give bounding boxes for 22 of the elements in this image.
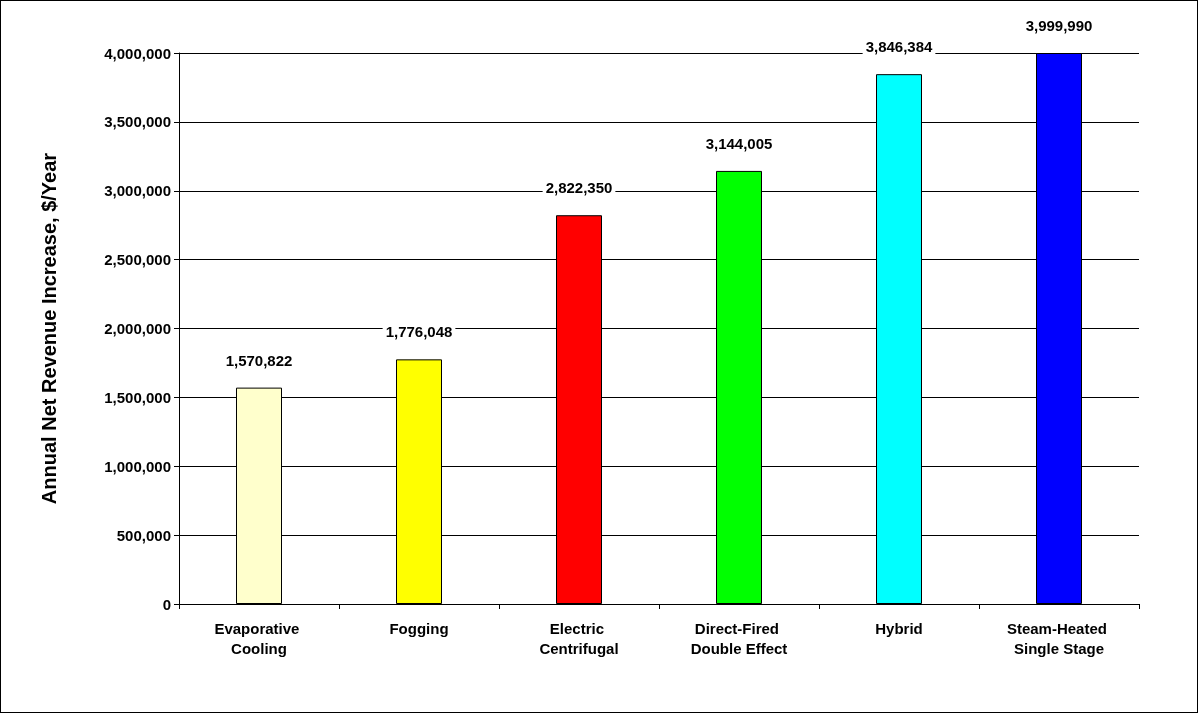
x-tick-label: Electric Centrifugal [539,619,619,657]
data-label: 2,822,350 [545,179,613,197]
data-label: 1,570,822 [225,351,293,369]
x-tick-label: Fogging [389,619,449,637]
y-tick-label: 2,500,000 [104,251,171,269]
x-tick-label: Steam-Heated Single Stage [1006,619,1112,657]
data-label: 1,776,048 [385,323,453,341]
y-tick-label: 4,000,000 [104,44,171,62]
data-label: 3,999,990 [1025,17,1093,34]
y-tick-label: 3,500,000 [104,113,171,131]
y-tick-label: 3,000,000 [104,182,171,200]
data-label: 3,144,005 [705,134,773,152]
y-tick-label: 1,000,000 [104,457,171,475]
x-tick-label: Hybrid [875,619,923,637]
y-axis-title: Annual Net Revenue Increase, $/Year [38,152,60,505]
data-label: 3,846,384 [865,38,934,56]
x-tick-label: Direct-Fired Double Effect [690,619,788,657]
x-tick-label: Evaporative Cooling [214,619,304,657]
y-tick-label: 1,500,000 [104,388,171,406]
y-tick-label: 2,000,000 [104,320,171,337]
y-tick-label: 0 [162,595,171,613]
y-tick-label: 500,000 [116,526,171,544]
